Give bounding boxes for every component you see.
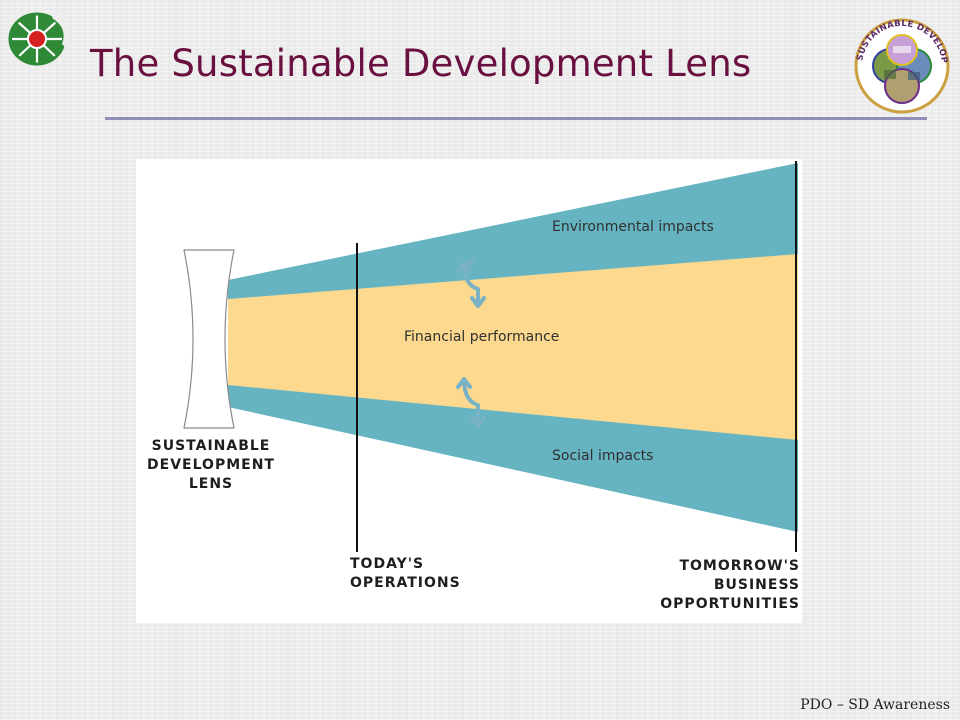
sd-lens-diagram: Environmental impacts Financial performa… <box>136 159 802 623</box>
financial-band <box>228 254 798 440</box>
double-arrow-lower <box>456 377 486 428</box>
slide-title: The Sustainable Development Lens <box>90 42 752 85</box>
company-logo-icon <box>6 6 82 70</box>
lens-caption: SUSTAINABLE DEVELOPMENT LENS <box>138 437 284 494</box>
tomorrow-caption-line: BUSINESS <box>713 577 800 593</box>
lens-caption-line: LENS <box>188 476 234 492</box>
lens-caption-line: DEVELOPMENT <box>147 457 275 473</box>
slide-footer: PDO – SD Awareness <box>800 697 950 713</box>
sustainable-development-badge-icon: SUSTAINABLE DEVELOPMENT <box>844 3 956 114</box>
tomorrow-caption-line: TOMORROW'S <box>679 558 800 574</box>
todays-operations-caption: TODAY'S OPERATIONS <box>350 555 461 593</box>
lens-shape <box>183 249 235 429</box>
title-divider <box>105 117 927 120</box>
today-caption-line: TODAY'S <box>350 556 425 572</box>
environmental-impacts-label: Environmental impacts <box>552 219 714 235</box>
double-arrow-upper <box>456 257 486 308</box>
today-caption-line: OPERATIONS <box>350 575 461 591</box>
tomorrow-caption-line: OPPORTUNITIES <box>660 596 800 612</box>
lens-caption-line: SUSTAINABLE <box>151 438 271 454</box>
social-impacts-label: Social impacts <box>552 448 654 464</box>
financial-performance-label: Financial performance <box>404 329 560 345</box>
tomorrows-opportunities-caption: TOMORROW'S BUSINESS OPPORTUNITIES <box>636 557 800 614</box>
